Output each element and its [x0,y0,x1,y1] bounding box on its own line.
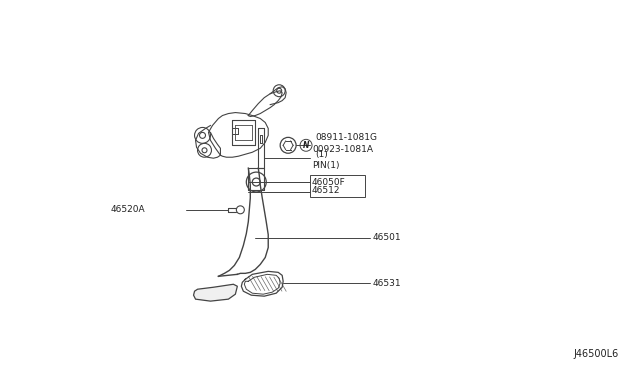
Text: 08911-1081G: 08911-1081G [315,133,377,142]
Text: 46050F: 46050F [312,177,346,186]
Text: 46501: 46501 [372,233,401,242]
Text: 46531: 46531 [372,279,401,288]
Text: J46500L6: J46500L6 [573,349,619,359]
Text: N: N [303,141,309,150]
Text: 46520A: 46520A [111,205,145,214]
Text: PIN(1): PIN(1) [312,161,340,170]
Polygon shape [193,284,237,301]
Text: 00923-1081A: 00923-1081A [312,145,373,154]
Bar [310,175,365,197]
Text: (1): (1) [315,150,328,159]
Text: 46512: 46512 [312,186,340,195]
